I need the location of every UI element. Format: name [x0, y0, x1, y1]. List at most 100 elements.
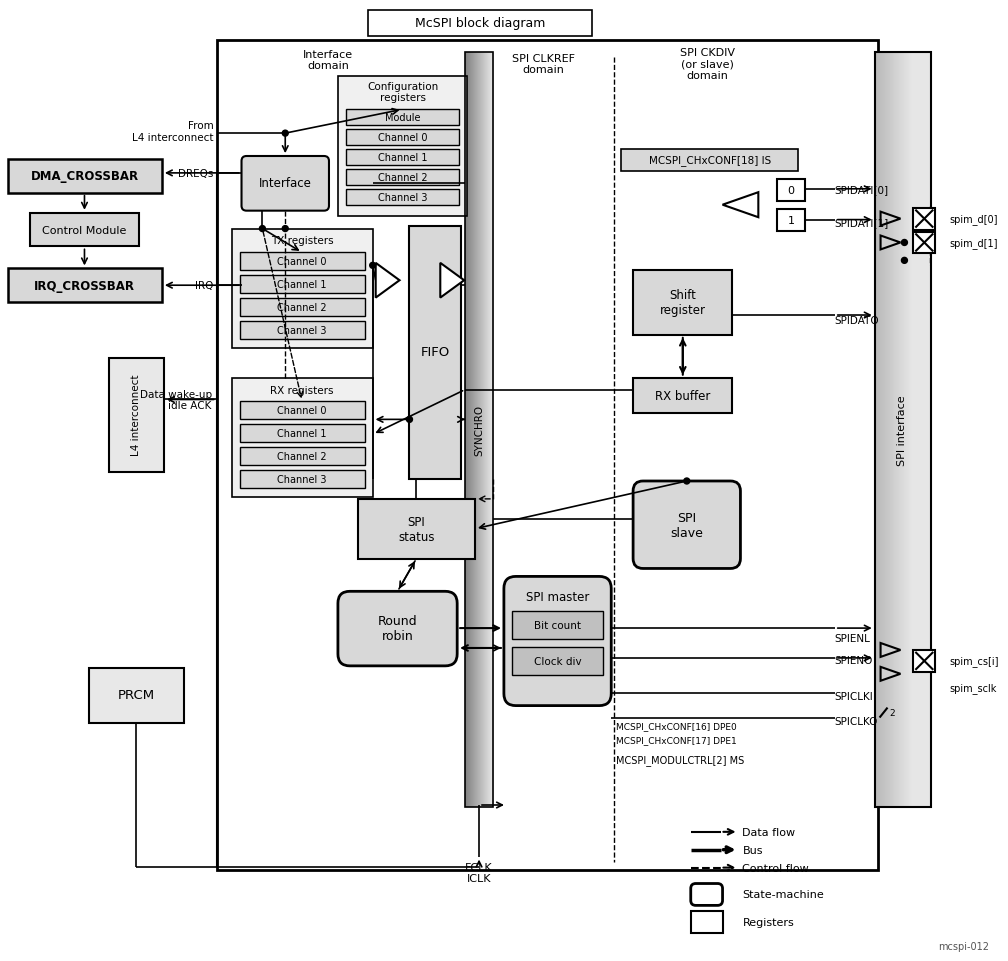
Bar	[481, 53, 483, 807]
Bar	[489, 53, 491, 807]
Bar	[409, 227, 461, 480]
FancyBboxPatch shape	[633, 481, 741, 569]
Bar	[915, 53, 918, 807]
Text: SPI
status: SPI status	[398, 515, 434, 543]
Bar	[891, 53, 894, 807]
Bar	[468, 53, 470, 807]
Text: Channel 0: Channel 0	[277, 258, 327, 267]
Text: Registers: Registers	[743, 918, 794, 927]
Text: SPI interface: SPI interface	[897, 395, 907, 465]
Text: 0: 0	[787, 185, 794, 196]
Text: SPIENL: SPIENL	[835, 633, 871, 643]
Text: MCSPI_CHxCONF[17] DPE1: MCSPI_CHxCONF[17] DPE1	[616, 735, 737, 744]
Text: Channel 1: Channel 1	[378, 153, 427, 162]
FancyBboxPatch shape	[338, 592, 458, 666]
Bar	[30, 213, 139, 247]
Text: McSPI block diagram: McSPI block diagram	[415, 17, 545, 31]
Bar	[901, 53, 904, 807]
Bar	[346, 130, 460, 146]
Bar	[470, 53, 472, 807]
Bar	[232, 379, 373, 498]
Bar	[621, 150, 798, 172]
Bar	[876, 53, 879, 807]
Bar	[240, 425, 365, 443]
Text: Control flow: Control flow	[743, 863, 809, 873]
Bar	[916, 53, 919, 807]
Bar	[492, 53, 494, 807]
Text: SPIDATI[0]: SPIDATI[0]	[835, 185, 889, 194]
Polygon shape	[881, 643, 900, 657]
Text: Shift
register: Shift register	[660, 289, 706, 317]
Circle shape	[282, 131, 288, 137]
Bar	[917, 53, 920, 807]
Bar	[479, 53, 481, 807]
Bar	[886, 53, 888, 807]
Bar	[884, 53, 887, 807]
Bar	[888, 53, 891, 807]
Bar	[240, 276, 365, 294]
FancyBboxPatch shape	[242, 157, 329, 211]
Text: SPIDATI[1]: SPIDATI[1]	[835, 218, 889, 229]
Bar	[477, 53, 479, 807]
Bar	[240, 448, 365, 466]
Bar	[922, 53, 925, 807]
Bar	[892, 53, 895, 807]
Circle shape	[683, 479, 689, 484]
Circle shape	[406, 417, 412, 423]
Bar	[919, 53, 922, 807]
Bar	[895, 53, 898, 807]
Bar	[894, 53, 897, 807]
Bar	[512, 611, 603, 639]
Bar	[914, 53, 917, 807]
Bar	[633, 379, 733, 414]
Text: SPI
slave: SPI slave	[670, 511, 704, 539]
Text: Channel 2: Channel 2	[277, 452, 327, 461]
Text: RX buffer: RX buffer	[655, 389, 711, 403]
Bar	[358, 500, 475, 559]
Text: DMA_CROSSBAR: DMA_CROSSBAR	[30, 170, 138, 184]
Bar	[890, 53, 893, 807]
Bar	[927, 53, 930, 807]
Bar	[240, 402, 365, 420]
Text: SPI master: SPI master	[526, 590, 590, 604]
Text: spim_d[1]: spim_d[1]	[950, 237, 998, 249]
Bar	[875, 53, 878, 807]
Bar	[913, 209, 935, 231]
Circle shape	[370, 263, 376, 269]
Text: PRCM: PRCM	[118, 688, 154, 702]
Text: mcspi-012: mcspi-012	[937, 941, 989, 951]
Bar	[483, 53, 485, 807]
Text: Channel 3: Channel 3	[277, 326, 327, 335]
Bar	[908, 53, 911, 807]
Polygon shape	[881, 667, 900, 681]
Bar	[889, 53, 892, 807]
Bar	[897, 53, 900, 807]
Bar	[346, 111, 460, 126]
Bar	[90, 668, 183, 723]
Bar	[8, 269, 162, 303]
Bar	[875, 53, 931, 807]
Bar	[885, 53, 887, 807]
Bar	[490, 53, 492, 807]
Bar	[482, 53, 484, 807]
Polygon shape	[440, 263, 464, 298]
Bar	[928, 53, 931, 807]
Bar	[899, 53, 902, 807]
Text: Channel 0: Channel 0	[378, 133, 427, 143]
Bar	[883, 53, 886, 807]
Text: spim_sclk: spim_sclk	[950, 682, 997, 694]
Bar	[913, 233, 935, 254]
Text: SPIDATO: SPIDATO	[835, 315, 880, 326]
Bar	[8, 160, 162, 193]
Bar	[905, 53, 908, 807]
Polygon shape	[881, 236, 900, 250]
Text: DREQs: DREQs	[178, 169, 214, 179]
Bar	[913, 651, 935, 672]
Bar	[240, 299, 365, 317]
FancyBboxPatch shape	[690, 883, 723, 905]
Text: Channel 1: Channel 1	[277, 280, 327, 290]
Bar	[921, 53, 924, 807]
Bar	[924, 53, 927, 807]
Text: MCSPI_CHxCONF[16] DPE0: MCSPI_CHxCONF[16] DPE0	[616, 722, 737, 730]
Bar	[887, 53, 890, 807]
